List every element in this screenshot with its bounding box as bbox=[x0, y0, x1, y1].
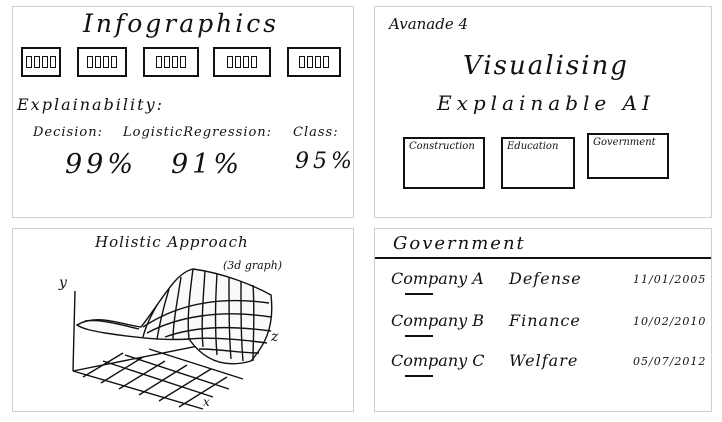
y-axis-label: y bbox=[59, 275, 67, 291]
x-axis-label: x bbox=[203, 395, 210, 409]
decision-metric-value: 99% bbox=[65, 149, 138, 180]
class-metric-label: Class: bbox=[293, 125, 339, 140]
company-name: Company A bbox=[391, 269, 484, 288]
y-axis-line bbox=[72, 290, 76, 372]
infographic-card[interactable] bbox=[21, 47, 61, 77]
logistic-regression-metric-value: 91% bbox=[171, 149, 244, 180]
z-axis-label: z bbox=[271, 329, 279, 345]
graph-note: (3d graph) bbox=[223, 259, 283, 272]
infographics-panel: Infographics Explainability: Decision: L… bbox=[12, 6, 354, 218]
infographic-card-row bbox=[17, 47, 351, 93]
infographics-title: Infographics bbox=[83, 9, 280, 38]
infographic-card[interactable] bbox=[213, 47, 271, 77]
company-date: 11/01/2005 bbox=[633, 273, 707, 286]
company-underline bbox=[405, 335, 433, 337]
government-title: Government bbox=[393, 233, 526, 254]
surface-3d-sketch bbox=[72, 268, 273, 410]
visualising-panel: Avanade 4 Visualising Explainable AI Con… bbox=[374, 6, 712, 218]
sector-label: Construction bbox=[409, 141, 475, 152]
company-sector: Welfare bbox=[509, 351, 579, 370]
infographic-card[interactable] bbox=[143, 47, 199, 77]
table-row[interactable]: Company C Welfare 05/07/2012 bbox=[375, 351, 711, 381]
company-name: Company B bbox=[391, 311, 485, 330]
sector-label: Government bbox=[593, 137, 656, 148]
infographic-card[interactable] bbox=[77, 47, 127, 77]
visualising-title: Visualising bbox=[463, 51, 629, 81]
holistic-approach-panel: Holistic Approach (3d graph) y z x bbox=[12, 228, 354, 412]
table-row[interactable]: Company A Defense 11/01/2005 bbox=[375, 269, 711, 299]
holistic-title: Holistic Approach bbox=[95, 233, 249, 251]
title-divider bbox=[375, 257, 711, 259]
sector-card-government[interactable]: Government bbox=[587, 133, 669, 179]
company-date: 10/02/2010 bbox=[633, 315, 707, 328]
company-date: 05/07/2012 bbox=[633, 355, 707, 368]
table-row[interactable]: Company B Finance 10/02/2010 bbox=[375, 311, 711, 341]
explainable-ai-subtitle: Explainable AI bbox=[437, 91, 655, 115]
brand-label: Avanade 4 bbox=[389, 15, 469, 33]
decision-metric-label: Decision: bbox=[33, 125, 103, 140]
sector-card-construction[interactable]: Construction bbox=[403, 137, 485, 189]
infographic-card[interactable] bbox=[287, 47, 341, 77]
company-sector: Defense bbox=[509, 269, 582, 288]
class-metric-value: 95% bbox=[295, 149, 354, 174]
sector-card-education[interactable]: Education bbox=[501, 137, 575, 189]
sector-label: Education bbox=[507, 141, 559, 152]
company-underline bbox=[405, 293, 433, 295]
government-panel: Government Company A Defense 11/01/2005 … bbox=[374, 228, 712, 412]
company-sector: Finance bbox=[509, 311, 581, 330]
company-underline bbox=[405, 375, 433, 377]
base-axis-line bbox=[72, 370, 204, 410]
explainability-label: Explainability: bbox=[17, 95, 165, 114]
company-name: Company C bbox=[391, 351, 485, 370]
logistic-regression-metric-label: LogisticRegression: bbox=[123, 125, 273, 140]
